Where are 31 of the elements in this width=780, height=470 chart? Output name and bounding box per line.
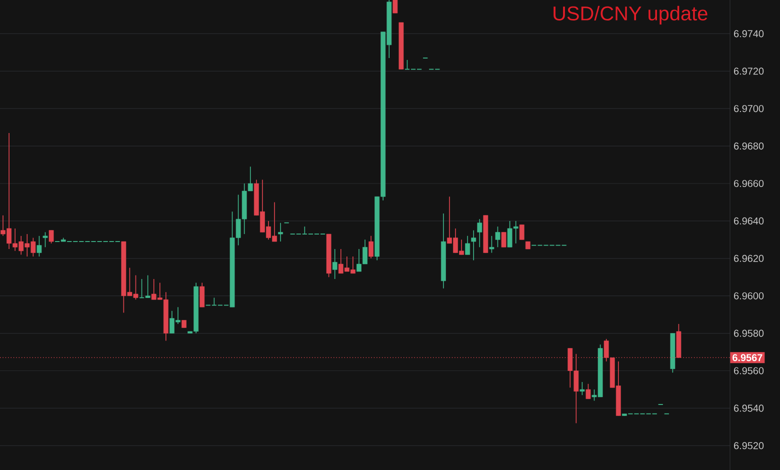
y-tick-label: 6.9560 xyxy=(734,367,764,374)
candlestick xyxy=(477,218,482,248)
candlestick xyxy=(489,236,494,254)
candlestick xyxy=(42,232,48,248)
y-tick-label: 6.9660 xyxy=(734,180,764,188)
y-tick-label: 6.9520 xyxy=(734,442,764,450)
y-tick-label: 6.9680 xyxy=(734,142,764,150)
candlestick xyxy=(586,383,591,400)
candlestick xyxy=(36,236,42,257)
y-tick-label: 6.9620 xyxy=(734,254,764,262)
candlestick xyxy=(278,222,283,242)
y-tick-label: 6.9640 xyxy=(734,217,764,224)
y-tick-label: 6.9720 xyxy=(734,68,764,75)
candlestick xyxy=(332,248,338,280)
candlestick xyxy=(48,230,54,244)
candlestick xyxy=(392,0,398,14)
candlestick xyxy=(519,224,524,240)
candlestick xyxy=(368,236,374,259)
candlestick xyxy=(580,382,585,396)
chart-title: USD/CNY update xyxy=(554,6,708,24)
candlestick xyxy=(465,236,470,256)
y-tick-label: 6.9600 xyxy=(734,292,764,300)
ref-line-label: 6.9567 xyxy=(732,354,762,362)
candlestick xyxy=(471,230,476,261)
candlestick xyxy=(501,232,506,248)
y-tick-label: 6.9540 xyxy=(734,404,764,412)
y-tick-label: 6.9740 xyxy=(734,30,764,38)
y-tick-label: 6.9580 xyxy=(734,330,764,337)
candlestick xyxy=(200,282,205,308)
candlestick xyxy=(495,226,500,248)
y-tick-label: 6.9700 xyxy=(734,105,764,112)
